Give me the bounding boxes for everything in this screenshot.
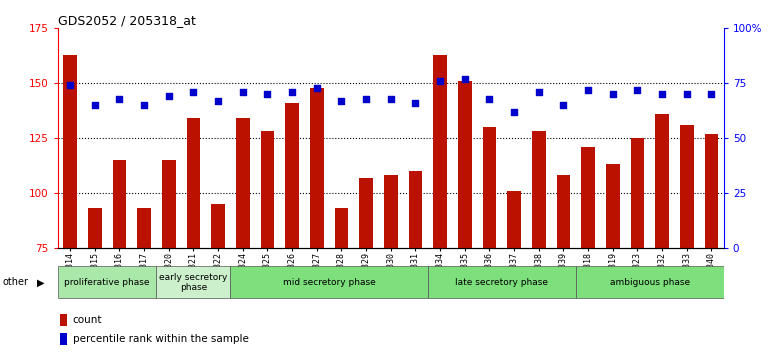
Point bbox=[138, 102, 150, 108]
Bar bbox=[137, 208, 151, 248]
Bar bbox=[409, 171, 422, 248]
Text: proliferative phase: proliferative phase bbox=[65, 278, 150, 287]
Bar bbox=[335, 208, 348, 248]
Bar bbox=[557, 175, 571, 248]
Point bbox=[681, 91, 693, 97]
Point bbox=[335, 98, 347, 104]
Bar bbox=[88, 208, 102, 248]
Point bbox=[434, 78, 447, 84]
Text: ▶: ▶ bbox=[37, 277, 45, 287]
Text: ambiguous phase: ambiguous phase bbox=[610, 278, 690, 287]
Point bbox=[113, 96, 126, 101]
Point bbox=[212, 98, 224, 104]
Text: GDS2052 / 205318_at: GDS2052 / 205318_at bbox=[58, 14, 196, 27]
Bar bbox=[434, 55, 447, 248]
Bar bbox=[655, 114, 669, 248]
Bar bbox=[286, 103, 299, 248]
Bar bbox=[310, 87, 323, 248]
Bar bbox=[705, 134, 718, 248]
Point bbox=[607, 91, 619, 97]
Bar bbox=[507, 191, 521, 248]
Point bbox=[582, 87, 594, 93]
Point bbox=[310, 85, 323, 90]
Point bbox=[484, 96, 496, 101]
Bar bbox=[458, 81, 471, 248]
Bar bbox=[186, 118, 200, 248]
Bar bbox=[576, 266, 724, 298]
Text: count: count bbox=[72, 315, 102, 325]
Text: late secretory phase: late secretory phase bbox=[455, 278, 548, 287]
Point bbox=[410, 100, 422, 106]
Point bbox=[64, 82, 76, 88]
Text: percentile rank within the sample: percentile rank within the sample bbox=[72, 335, 249, 344]
Bar bbox=[60, 333, 68, 346]
Bar bbox=[581, 147, 595, 248]
Bar bbox=[680, 125, 694, 248]
Bar bbox=[63, 55, 77, 248]
Bar bbox=[156, 266, 230, 298]
Text: mid secretory phase: mid secretory phase bbox=[283, 278, 376, 287]
Text: early secretory
phase: early secretory phase bbox=[159, 273, 228, 292]
Point bbox=[631, 87, 644, 93]
Point bbox=[508, 109, 521, 115]
Point bbox=[656, 91, 668, 97]
Point bbox=[236, 89, 249, 95]
Point bbox=[162, 93, 175, 99]
Bar bbox=[384, 175, 397, 248]
Point bbox=[705, 91, 718, 97]
Point bbox=[187, 89, 199, 95]
Bar bbox=[162, 160, 176, 248]
Point bbox=[89, 102, 101, 108]
Bar bbox=[236, 118, 249, 248]
Bar bbox=[606, 164, 620, 248]
Bar bbox=[58, 266, 156, 298]
Bar bbox=[211, 204, 225, 248]
Bar bbox=[360, 178, 373, 248]
Bar bbox=[483, 127, 496, 248]
Point bbox=[533, 89, 545, 95]
Bar bbox=[60, 314, 68, 326]
Bar bbox=[112, 160, 126, 248]
Point bbox=[360, 96, 372, 101]
Bar bbox=[230, 266, 428, 298]
Bar bbox=[532, 131, 546, 248]
Bar bbox=[428, 266, 576, 298]
Point bbox=[286, 89, 298, 95]
Bar bbox=[631, 138, 644, 248]
Point bbox=[384, 96, 397, 101]
Point bbox=[261, 91, 273, 97]
Point bbox=[557, 102, 570, 108]
Bar bbox=[261, 131, 274, 248]
Point bbox=[459, 76, 471, 82]
Text: other: other bbox=[2, 277, 28, 287]
